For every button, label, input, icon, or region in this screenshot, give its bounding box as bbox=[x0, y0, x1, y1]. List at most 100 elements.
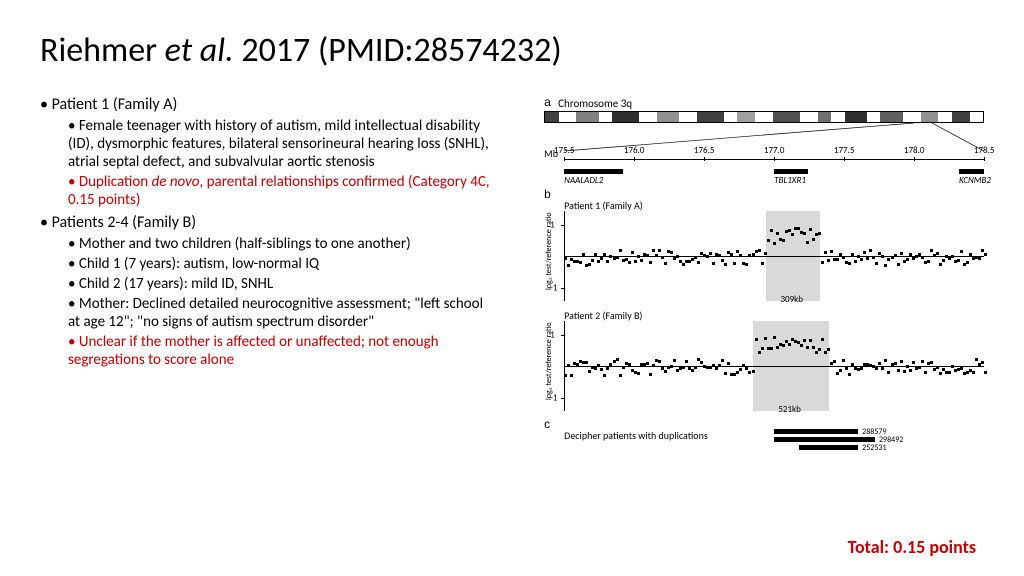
title-rest: 2017 (PMID:28574232) bbox=[234, 30, 562, 71]
data-point bbox=[942, 259, 945, 262]
data-point bbox=[652, 364, 655, 367]
data-point bbox=[900, 360, 903, 363]
data-point bbox=[821, 338, 824, 341]
data-point bbox=[860, 258, 863, 261]
figure-panel: a Chromosome 3q Mb 175.5176.0176.5177.01… bbox=[512, 95, 984, 475]
data-point bbox=[936, 252, 939, 255]
data-point bbox=[809, 228, 812, 231]
data-point bbox=[770, 229, 773, 232]
decipher-label: Decipher patients with duplications bbox=[564, 429, 708, 442]
y-tick-label: 1 bbox=[550, 219, 555, 230]
y-axis bbox=[564, 321, 565, 411]
data-point bbox=[939, 372, 942, 375]
data-point bbox=[594, 253, 597, 256]
data-point bbox=[628, 363, 631, 366]
ruler-tick bbox=[564, 157, 565, 161]
data-point bbox=[609, 363, 612, 366]
data-point bbox=[764, 337, 767, 340]
ideogram-band bbox=[755, 112, 773, 122]
title-author: Riehmer bbox=[40, 30, 157, 71]
data-point bbox=[661, 256, 664, 259]
data-point bbox=[812, 346, 815, 349]
data-point bbox=[637, 372, 640, 375]
data-point bbox=[631, 251, 634, 254]
data-point bbox=[821, 261, 824, 264]
data-point bbox=[585, 361, 588, 364]
ruler-tick-label: 178.5 bbox=[974, 145, 995, 156]
ideogram-band bbox=[697, 112, 724, 122]
data-point bbox=[981, 361, 984, 364]
data-point bbox=[682, 263, 685, 266]
data-point bbox=[745, 367, 748, 370]
ruler-tick bbox=[774, 157, 775, 161]
data-point bbox=[567, 364, 570, 367]
data-point bbox=[758, 249, 761, 252]
data-point bbox=[803, 339, 806, 342]
data-point bbox=[866, 257, 869, 260]
p2-sublist: Mother and two children (half-siblings t… bbox=[40, 235, 492, 369]
patient2-header: Patients 2-4 (Family B) Mother and two c… bbox=[40, 213, 492, 369]
data-point bbox=[930, 249, 933, 252]
data-point bbox=[875, 262, 878, 265]
gene-bar bbox=[959, 169, 984, 174]
data-point bbox=[909, 369, 912, 372]
gene-bar bbox=[774, 169, 808, 174]
data-point bbox=[673, 359, 676, 362]
data-point bbox=[981, 249, 984, 252]
data-point bbox=[963, 263, 966, 266]
chromosome-label: Chromosome 3q bbox=[558, 97, 632, 110]
data-point bbox=[824, 351, 827, 354]
data-point bbox=[646, 254, 649, 257]
data-point bbox=[724, 372, 727, 375]
data-point bbox=[951, 365, 954, 368]
data-point bbox=[842, 256, 845, 259]
data-point bbox=[776, 232, 779, 235]
data-point bbox=[588, 263, 591, 266]
gene-label: TBL1XR1 bbox=[774, 175, 806, 186]
data-point bbox=[603, 253, 606, 256]
data-point bbox=[712, 262, 715, 265]
data-point bbox=[758, 351, 761, 354]
ideogram-band bbox=[612, 112, 639, 122]
data-point bbox=[875, 367, 878, 370]
y-tick bbox=[561, 398, 564, 399]
data-point bbox=[845, 367, 848, 370]
data-point bbox=[664, 262, 667, 265]
panel-b-label: b bbox=[544, 187, 551, 201]
data-point bbox=[770, 347, 773, 350]
data-point bbox=[640, 259, 643, 262]
ruler-tick bbox=[984, 157, 985, 161]
data-point bbox=[761, 262, 764, 265]
data-point bbox=[951, 255, 954, 258]
data-point bbox=[622, 366, 625, 369]
data-point bbox=[806, 346, 809, 349]
data-point bbox=[649, 261, 652, 264]
data-point bbox=[897, 263, 900, 266]
data-point bbox=[691, 369, 694, 372]
p2-header-text: Patients 2-4 (Family B) bbox=[52, 213, 197, 232]
y-tick bbox=[561, 225, 564, 226]
data-point bbox=[803, 232, 806, 235]
y-tick-label: -1 bbox=[550, 282, 557, 293]
ruler: 175.5176.0176.5177.0177.5178.0178.5 bbox=[564, 151, 984, 165]
data-point bbox=[591, 259, 594, 262]
data-point bbox=[969, 253, 972, 256]
data-point bbox=[812, 238, 815, 241]
data-point bbox=[706, 255, 709, 258]
data-point bbox=[582, 253, 585, 256]
data-point bbox=[603, 374, 606, 377]
total-points: Total: 0.15 points bbox=[848, 536, 976, 558]
ruler-tick-label: 176.0 bbox=[624, 145, 645, 156]
data-point bbox=[694, 366, 697, 369]
data-point bbox=[628, 261, 631, 264]
data-point bbox=[924, 371, 927, 374]
data-point bbox=[797, 227, 800, 230]
ruler-tick-label: 176.5 bbox=[694, 145, 715, 156]
ruler-tick-label: 177.5 bbox=[834, 145, 855, 156]
data-point bbox=[984, 371, 987, 374]
p1-header-text: Patient 1 (Family A) bbox=[52, 95, 178, 114]
data-point bbox=[848, 262, 851, 265]
data-point bbox=[694, 256, 697, 259]
data-point bbox=[854, 260, 857, 263]
ideogram-band bbox=[639, 112, 657, 122]
